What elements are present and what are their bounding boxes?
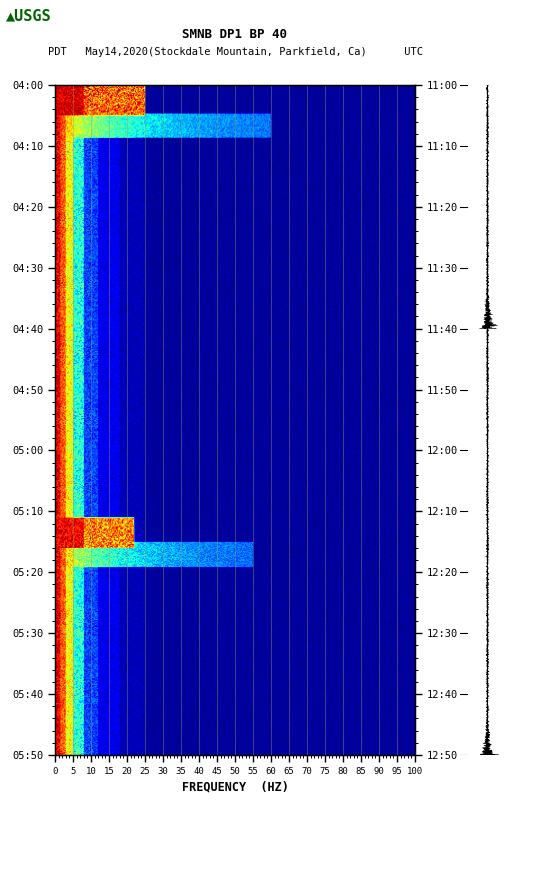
X-axis label: FREQUENCY  (HZ): FREQUENCY (HZ) [182, 780, 289, 793]
Text: ▲USGS: ▲USGS [6, 8, 51, 23]
Text: PDT   May14,2020(Stockdale Mountain, Parkfield, Ca)      UTC: PDT May14,2020(Stockdale Mountain, Parkf… [47, 47, 422, 57]
Text: SMNB DP1 BP 40: SMNB DP1 BP 40 [183, 29, 288, 42]
